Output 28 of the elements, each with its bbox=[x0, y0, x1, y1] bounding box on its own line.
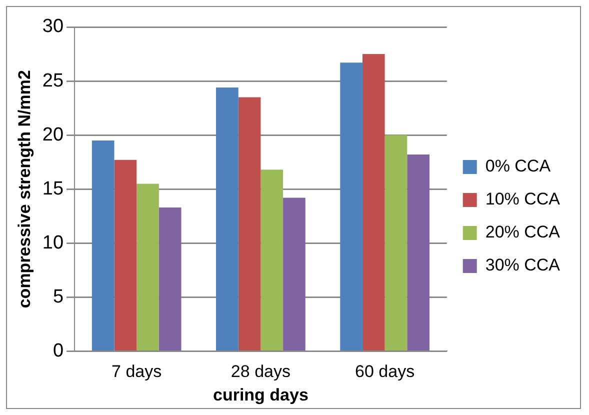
legend-label: 10% CCA bbox=[485, 190, 561, 209]
bar bbox=[216, 88, 238, 350]
bar bbox=[362, 54, 385, 350]
bar bbox=[114, 160, 137, 350]
bar bbox=[136, 184, 159, 350]
bar bbox=[238, 97, 261, 350]
y-tick-label: 15 bbox=[42, 178, 64, 200]
y-tick-label: 0 bbox=[52, 340, 64, 362]
bar bbox=[92, 140, 114, 350]
legend-label: 0% CCA bbox=[485, 156, 552, 176]
bar bbox=[283, 198, 306, 350]
bar bbox=[340, 62, 362, 350]
y-axis-title: compressive strength N/mm2 bbox=[14, 70, 34, 308]
x-axis-title: curing days bbox=[212, 385, 308, 404]
x-tick-label: 28 days bbox=[230, 362, 290, 382]
bar bbox=[158, 207, 182, 350]
y-tick-label: 25 bbox=[42, 70, 64, 92]
bar bbox=[260, 170, 284, 350]
legend-label: 20% CCA bbox=[485, 222, 561, 242]
bar bbox=[384, 135, 408, 350]
y-tick-label: 10 bbox=[42, 232, 64, 254]
legend-label: 30% CCA bbox=[485, 256, 561, 275]
x-tick-label: 7 days bbox=[112, 362, 162, 382]
x-tick-label: 60 days bbox=[355, 362, 415, 382]
y-tick-label: 5 bbox=[52, 286, 64, 308]
bar bbox=[407, 154, 430, 350]
y-tick-label: 30 bbox=[42, 16, 64, 38]
y-tick-label: 20 bbox=[42, 124, 64, 146]
